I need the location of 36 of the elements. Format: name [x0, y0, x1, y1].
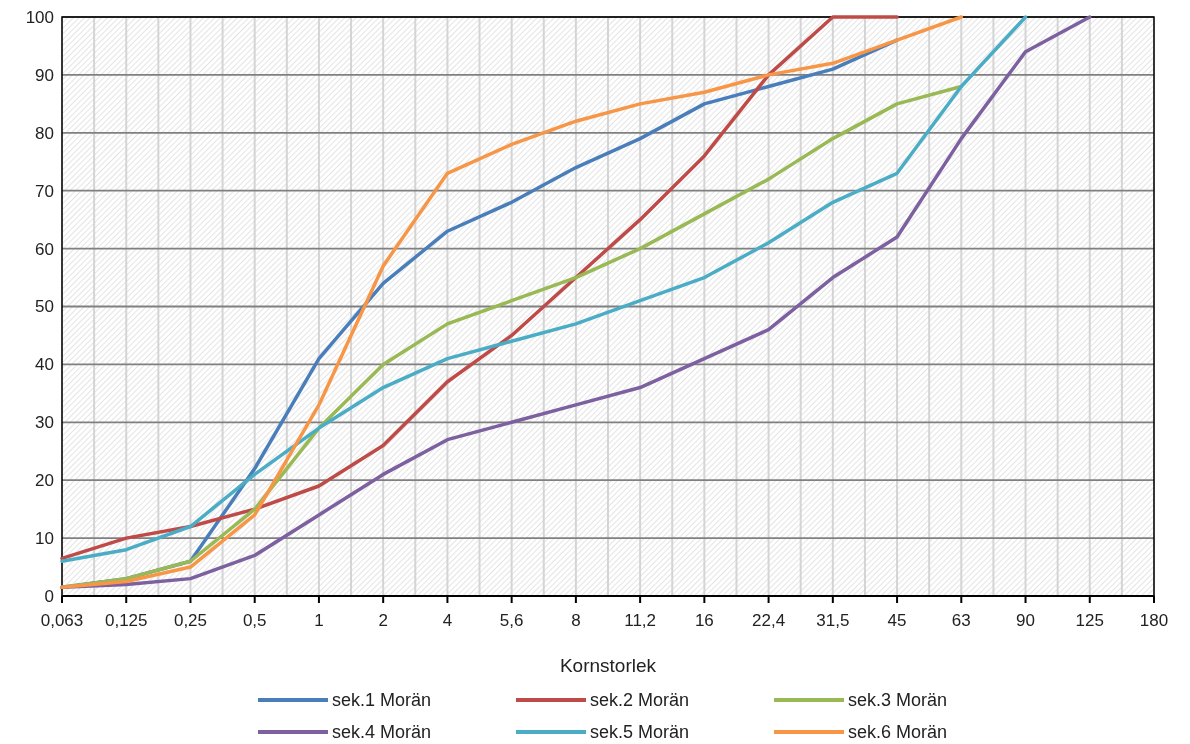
x-tick-label: 45 — [887, 611, 907, 630]
y-tick-label: 20 — [35, 471, 54, 491]
y-tick-label: 100 — [25, 7, 54, 27]
y-tick-label: 80 — [35, 123, 54, 143]
y-tick-label: 30 — [35, 413, 54, 433]
legend-label: sek.3 Morän — [848, 690, 948, 711]
y-tick-label: 90 — [35, 65, 54, 85]
x-tick-label: 0,063 — [40, 611, 84, 630]
y-tick-label: 60 — [35, 239, 54, 259]
x-tick-label: 0,5 — [242, 611, 267, 630]
y-tick-label: 50 — [35, 297, 54, 317]
x-tick-label: 4 — [442, 611, 453, 630]
x-tick-label: 31,5 — [816, 611, 850, 630]
x-tick-label: 8 — [571, 611, 581, 630]
x-tick-label: 125 — [1075, 611, 1104, 630]
x-tick-label: 5,6 — [499, 611, 524, 630]
x-tick-label: 180 — [1139, 611, 1169, 630]
x-tick-label: 11,2 — [624, 611, 657, 630]
legend-label: sek.2 Morän — [590, 690, 690, 711]
x-tick-label: 2 — [378, 611, 388, 630]
y-tick-label: 10 — [35, 529, 54, 549]
x-tick-label: 1 — [314, 611, 324, 630]
y-tick-label: 70 — [35, 181, 54, 201]
x-tick-label: 0,125 — [104, 611, 148, 630]
x-tick-label: 16 — [694, 611, 714, 630]
x-tick-label: 0,25 — [173, 611, 208, 630]
legend-label: sek.1 Morän — [332, 690, 432, 711]
legend-label: sek.5 Morän — [590, 722, 690, 743]
y-tick-label: 40 — [35, 355, 54, 375]
legend-label: sek.6 Morän — [848, 722, 948, 743]
y-tick-label: 0 — [44, 586, 54, 606]
x-tick-label: 63 — [951, 611, 971, 630]
x-tick-label: 90 — [1016, 611, 1035, 630]
legend-label: sek.4 Morän — [332, 722, 432, 743]
x-axis-title: Kornstorlek — [559, 655, 657, 676]
x-tick-label: 22,4 — [752, 611, 786, 630]
